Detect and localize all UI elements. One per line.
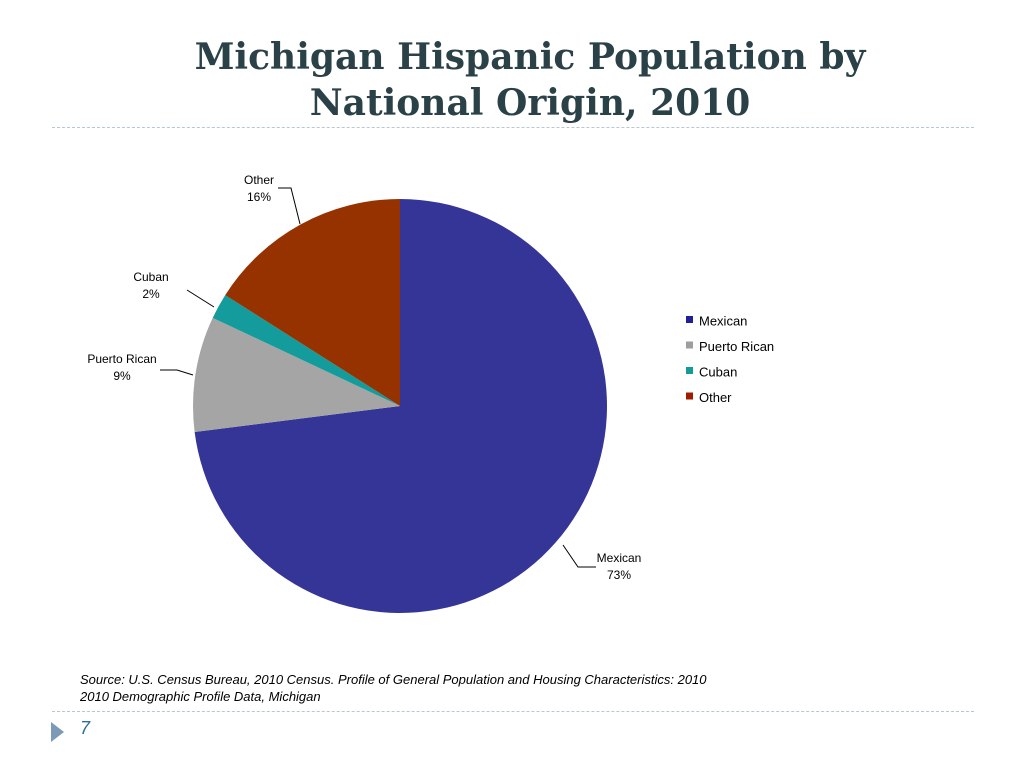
page-number: 7 — [80, 718, 91, 738]
leader-lines — [160, 187, 596, 568]
footer-divider — [52, 711, 974, 712]
pie-slice-puerto-rican — [192, 317, 400, 432]
legend-swatch-other — [686, 392, 693, 400]
source-line-1: Source: U.S. Census Bureau, 2010 Census.… — [80, 672, 707, 687]
data-label-value-other: 16% — [247, 190, 271, 204]
source-line-2: 2010 Demographic Profile Data, Michigan — [80, 689, 321, 704]
leader-line-other — [278, 187, 301, 225]
data-label-value-mexican: 73% — [607, 568, 631, 582]
data-label-value-puerto-rican: 9% — [113, 369, 131, 383]
legend-swatch-cuban — [686, 367, 693, 374]
legend-label-cuban: Cuban — [699, 365, 737, 380]
legend-label-other: Other — [699, 390, 732, 405]
leader-line-cuban — [186, 289, 215, 308]
title-line-1: Michigan Hispanic Population by — [194, 36, 866, 78]
data-label-name-mexican: Mexican — [597, 551, 642, 565]
data-labels: Mexican 73% Puerto Rican 9% Cuban 2% Other 16% — [87, 173, 641, 582]
data-label-value-cuban: 2% — [142, 287, 160, 301]
source-note: Source: U.S. Census Bureau, 2010 Census.… — [80, 671, 800, 705]
title-line-2: National Origin, 2010 — [309, 82, 751, 124]
pie-slice-mexican — [194, 199, 607, 613]
pie-slice-cuban — [212, 295, 400, 406]
leader-line-puerto-rican — [160, 369, 194, 376]
data-label-name-puerto-rican: Puerto Rican — [87, 352, 156, 366]
slide-title: Michigan Hispanic Population by National… — [80, 34, 980, 126]
leader-line-mexican — [562, 544, 596, 568]
legend-label-mexican: Mexican — [699, 314, 747, 329]
title-divider — [52, 127, 974, 128]
pie-slices — [192, 199, 607, 613]
chart-legend: Mexican Puerto Rican Cuban Other — [686, 314, 774, 405]
data-label-name-cuban: Cuban — [133, 270, 168, 284]
pie-slice-other — [225, 199, 400, 406]
legend-swatch-puerto-rican — [686, 341, 693, 349]
legend-swatch-mexican — [686, 316, 693, 323]
footer-arrow-icon — [51, 722, 64, 742]
legend-label-puerto-rican: Puerto Rican — [699, 339, 774, 354]
data-label-name-other: Other — [244, 173, 274, 187]
